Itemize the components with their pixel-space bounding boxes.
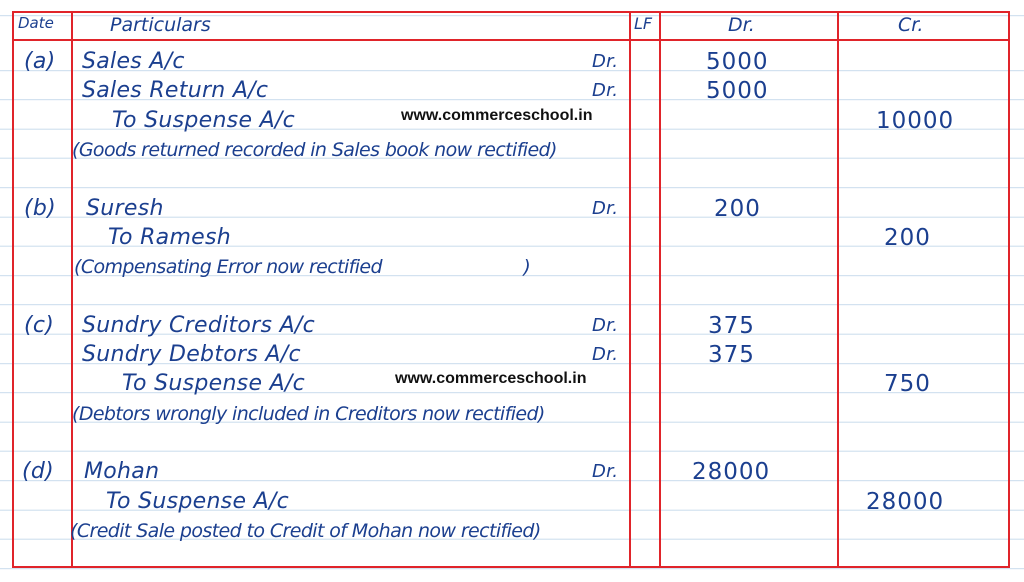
account-line: Sales Return A/c <box>82 78 269 104</box>
header-particulars: Particulars <box>110 14 211 36</box>
credit-amount: 750 <box>884 371 931 398</box>
column-divider <box>659 11 661 568</box>
account-line: Sundry Creditors A/c <box>82 312 316 338</box>
debit-amount: 375 <box>708 342 755 368</box>
debit-amount: 5000 <box>706 78 769 105</box>
header-cr: Cr. <box>898 14 924 36</box>
debit-amount: 375 <box>708 312 755 339</box>
credit-amount: 10000 <box>876 107 955 134</box>
account-line: Mohan <box>84 459 160 485</box>
entry-label: (a) <box>24 49 56 74</box>
dr-mark: Dr. <box>592 461 619 483</box>
account-line: To Suspense A/c <box>122 371 306 397</box>
credit-amount: 200 <box>884 224 931 251</box>
entry-label: (b) <box>24 195 57 221</box>
dr-mark: Dr. <box>592 197 619 219</box>
header-lf: LF <box>634 14 653 33</box>
header-date: Date <box>18 14 54 32</box>
account-line: To Suspense A/c <box>106 488 290 514</box>
column-divider <box>837 11 839 568</box>
header-divider <box>12 39 1010 41</box>
column-divider <box>629 11 631 568</box>
entry-label: (d) <box>22 459 55 485</box>
dr-mark: Dr. <box>592 51 619 72</box>
journal-table <box>12 11 1010 568</box>
account-line: Suresh <box>86 195 164 221</box>
watermark: www.commerceschool.in <box>401 107 593 124</box>
entry-label: (c) <box>24 312 55 338</box>
watermark: www.commerceschool.in <box>395 370 587 387</box>
account-line: To Suspense A/c <box>112 107 296 133</box>
narration: (Goods returned recorded in Sales book n… <box>72 138 557 161</box>
narration: (Credit Sale posted to Credit of Mohan n… <box>70 519 541 542</box>
narration: (Compensating Error now rectified ) <box>74 256 531 279</box>
debit-amount: 200 <box>714 195 761 222</box>
account-line: To Ramesh <box>108 224 232 250</box>
debit-amount: 5000 <box>706 49 769 75</box>
column-divider <box>71 11 73 568</box>
dr-mark: Dr. <box>592 344 619 365</box>
dr-mark: Dr. <box>592 80 619 102</box>
account-line: Sales A/c <box>82 49 185 74</box>
dr-mark: Dr. <box>592 314 619 336</box>
header-dr: Dr. <box>728 14 755 36</box>
narration: (Debtors wrongly included in Creditors n… <box>72 402 545 425</box>
account-line: Sundry Debtors A/c <box>82 342 301 367</box>
debit-amount: 28000 <box>692 459 771 486</box>
credit-amount: 28000 <box>866 488 945 515</box>
